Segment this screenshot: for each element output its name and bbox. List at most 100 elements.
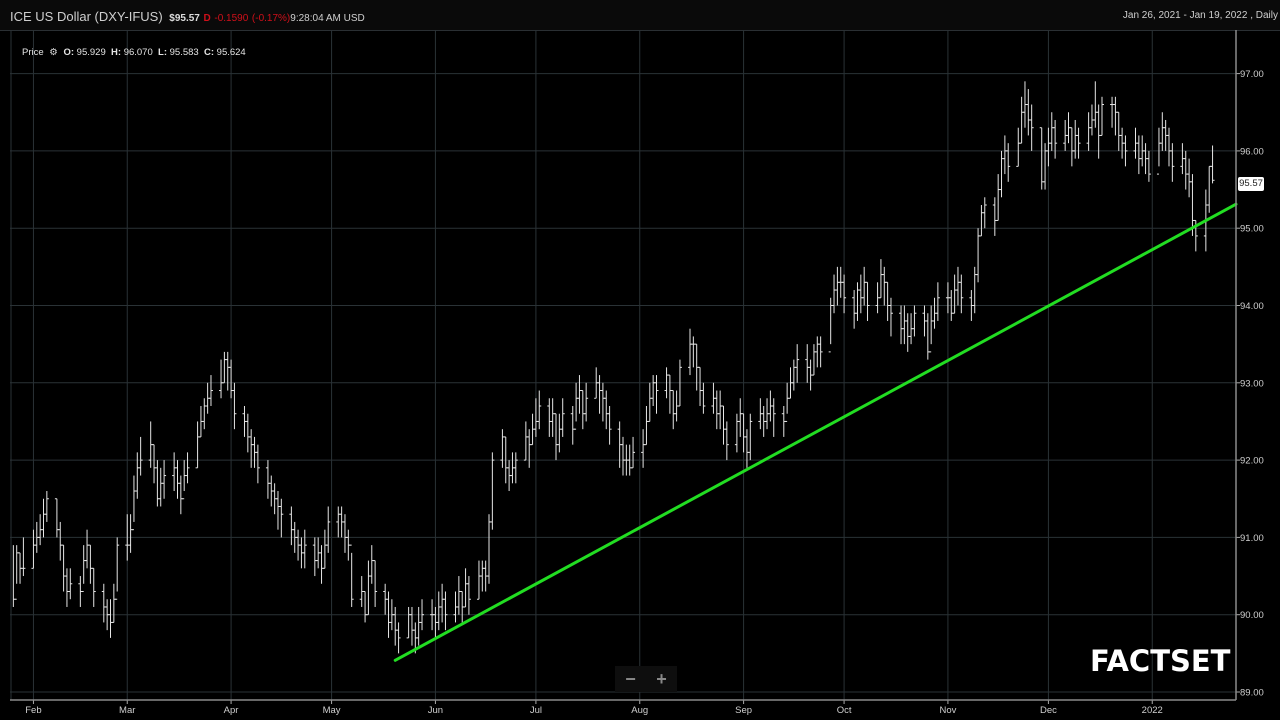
ohlc-bar [852, 290, 857, 329]
ohlc-bar [312, 537, 317, 577]
ohlc-bar [600, 382, 605, 422]
ohlc-bar [54, 498, 59, 538]
ohlc-bar [979, 205, 984, 237]
price-legend: Price ⚙ O: 95.929 H: 96.070 L: 95.583 C:… [22, 47, 246, 58]
ohlc-bar [208, 375, 213, 406]
ohlc-bar [222, 351, 227, 384]
ohlc-bar [835, 266, 840, 306]
ohlc-bar [1043, 143, 1048, 190]
ohlc-bar [326, 506, 331, 553]
ohlc-bar [138, 436, 143, 476]
ohlc-bar [108, 599, 113, 638]
ohlc-bar [289, 506, 294, 546]
factset-logo: FACTSET [1090, 644, 1231, 678]
ohlc-bar [1026, 89, 1031, 136]
gear-icon[interactable]: ⚙ [49, 47, 58, 58]
y-tick-label: 95.00 [1240, 224, 1264, 235]
ohlc-bar [577, 375, 582, 414]
ohlc-bar [972, 266, 977, 314]
ohlc-bar [440, 583, 445, 623]
ohlc-bar [1029, 104, 1034, 151]
axes: 89.00 90.00 91.00 92.00 93.00 94.00 95.00 96.00… [10, 30, 1264, 716]
ohlc-bar [1039, 127, 1044, 190]
ohlc-bar [882, 266, 887, 306]
last-price-marker: 95.57 [1238, 177, 1264, 191]
ohlc-bar [905, 313, 910, 352]
ohlc-bar [322, 529, 327, 569]
ohlc-bar [1187, 158, 1192, 198]
ohlc-bar [1002, 135, 1007, 175]
ohlc-bar [527, 429, 532, 468]
ohlc-bar [855, 282, 860, 321]
ohlc-bar [302, 529, 307, 569]
ohlc-bar [902, 305, 907, 345]
zoom-out-button[interactable]: − [625, 669, 636, 689]
ohlc-bar [982, 197, 987, 229]
ohlc-bar [584, 382, 589, 422]
ohlc-bar [1069, 127, 1074, 167]
ohlc-bar [955, 266, 960, 306]
ohlc-bar [232, 382, 237, 430]
ohlc-bar [245, 413, 250, 453]
high-label: H: [111, 47, 122, 58]
ohlc-bar [996, 174, 1001, 221]
ohlc-bar [58, 521, 63, 561]
low-value: 95.583 [169, 47, 199, 58]
ohlc-bar [61, 544, 66, 592]
ohlc-bar [88, 544, 93, 584]
ohlc-bar [393, 606, 398, 646]
ohlc-bar [44, 491, 49, 522]
ohlc-bar [748, 413, 753, 461]
x-tick-label: Nov [939, 705, 956, 716]
ohlc-bar [533, 398, 538, 437]
ohlc-bar [641, 429, 646, 468]
ohlc-bar [858, 274, 863, 314]
ohlc-bar [31, 529, 36, 569]
ohlc-bar [698, 366, 703, 406]
ohlc-bar [795, 344, 800, 383]
ohlc-bar [607, 405, 612, 445]
x-tick-label: Oct [837, 705, 852, 716]
open-label: O: [63, 47, 75, 58]
ohlc-bar [1136, 135, 1141, 175]
ohlc-bar [409, 606, 414, 646]
ohlc-bar [959, 274, 964, 314]
ohlc-bar [1093, 81, 1098, 128]
zoom-in-button[interactable]: + [656, 669, 667, 689]
ohlc-bar [865, 281, 870, 321]
ohlc-bar [91, 567, 96, 607]
ohlc-bar [319, 545, 324, 584]
ohlc-bar [899, 305, 904, 345]
ohlc-bar [396, 622, 401, 654]
ohlc-bar [369, 545, 374, 584]
ohlc-bar [85, 529, 90, 569]
trendline[interactable] [393, 202, 1238, 662]
quote-time: 9:28:04 AM USD [290, 13, 365, 24]
date-range[interactable]: Jan 26, 2021 - Jan 19, 2022 , Daily [1122, 10, 1278, 21]
x-tick-label: Apr [224, 705, 239, 716]
ohlc-bar [155, 460, 160, 507]
ohlc-bar [64, 568, 69, 607]
ohlc-bar [1016, 127, 1021, 167]
y-tick-label: 92.00 [1240, 456, 1264, 467]
ohlc-bar [152, 444, 157, 484]
ohlc-bar [1046, 127, 1051, 167]
ohlc-bar [644, 405, 649, 446]
x-tick-label: Mar [119, 705, 135, 716]
ohlc-bar [225, 351, 230, 391]
close-value: 95.624 [216, 47, 246, 58]
ohlc-bar [349, 544, 354, 607]
ohlc-bar [420, 599, 425, 631]
ohlc-bar [68, 568, 73, 600]
ohlc-bar [185, 452, 190, 484]
ohlc-bar [182, 460, 187, 500]
ohlc-bar [1073, 119, 1078, 159]
ohlc-bar [523, 421, 528, 461]
ohlc-bar [570, 405, 575, 445]
ohlc-bar [480, 560, 485, 592]
ohlc-bar [805, 344, 810, 383]
ohlc-bar [651, 375, 656, 406]
ohlc-bar [1207, 165, 1212, 213]
ohlc-bar [832, 274, 837, 314]
